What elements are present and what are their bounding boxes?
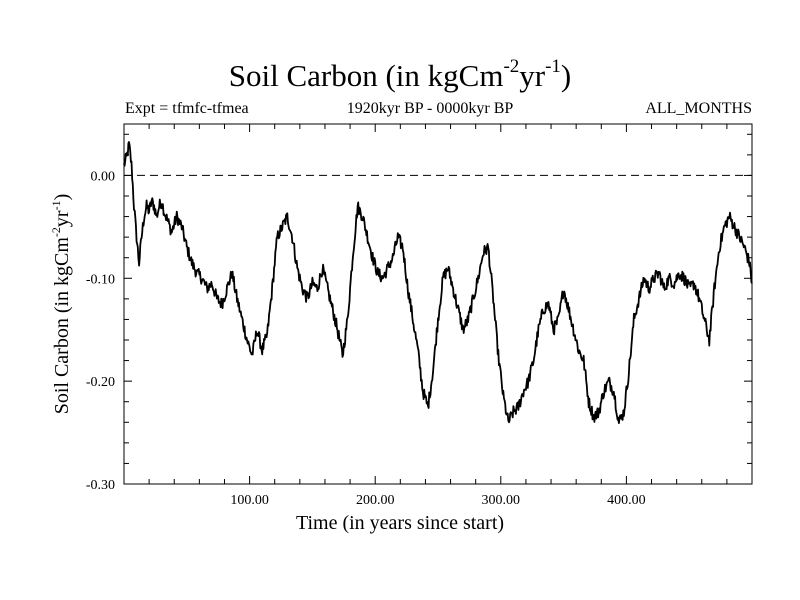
x-tick-label: 100.00 — [230, 493, 269, 508]
subtitle-months: ALL_MONTHS — [645, 100, 752, 117]
title-text: Soil Carbon (in kgCm — [228, 58, 504, 93]
title-text-mid: yr — [519, 58, 546, 93]
y-tick-label: -0.20 — [86, 375, 115, 390]
title-superscript-2: -1 — [545, 56, 561, 77]
series-layer — [123, 141, 753, 424]
x-tick-label: 300.00 — [482, 493, 521, 508]
x-tick-label: 400.00 — [607, 493, 646, 508]
subtitle-experiment: Expt = tfmfc-tfmea — [125, 100, 249, 117]
series-line-soil-carbon — [123, 141, 753, 424]
plot-frame — [123, 123, 753, 485]
y-tick-label: -0.30 — [86, 478, 115, 493]
subtitle-period: 1920kyr BP - 0000kyr BP — [346, 100, 514, 117]
axis-layer: 100.00 200.00 300.00 400.00 0.00 -0.10 -0.20 -0… — [86, 123, 753, 508]
x-tick-label: 200.00 — [356, 493, 395, 508]
title-text-end: ) — [560, 58, 572, 93]
y-tick-label: -0.10 — [86, 272, 115, 287]
x-axis-label: Time (in years since start) — [295, 512, 505, 534]
y-tick-label: 0.00 — [91, 169, 116, 184]
chart-title: Soil Carbon (in kgCm-2yr-1) — [0, 56, 800, 99]
title-superscript-1: -2 — [503, 56, 520, 77]
